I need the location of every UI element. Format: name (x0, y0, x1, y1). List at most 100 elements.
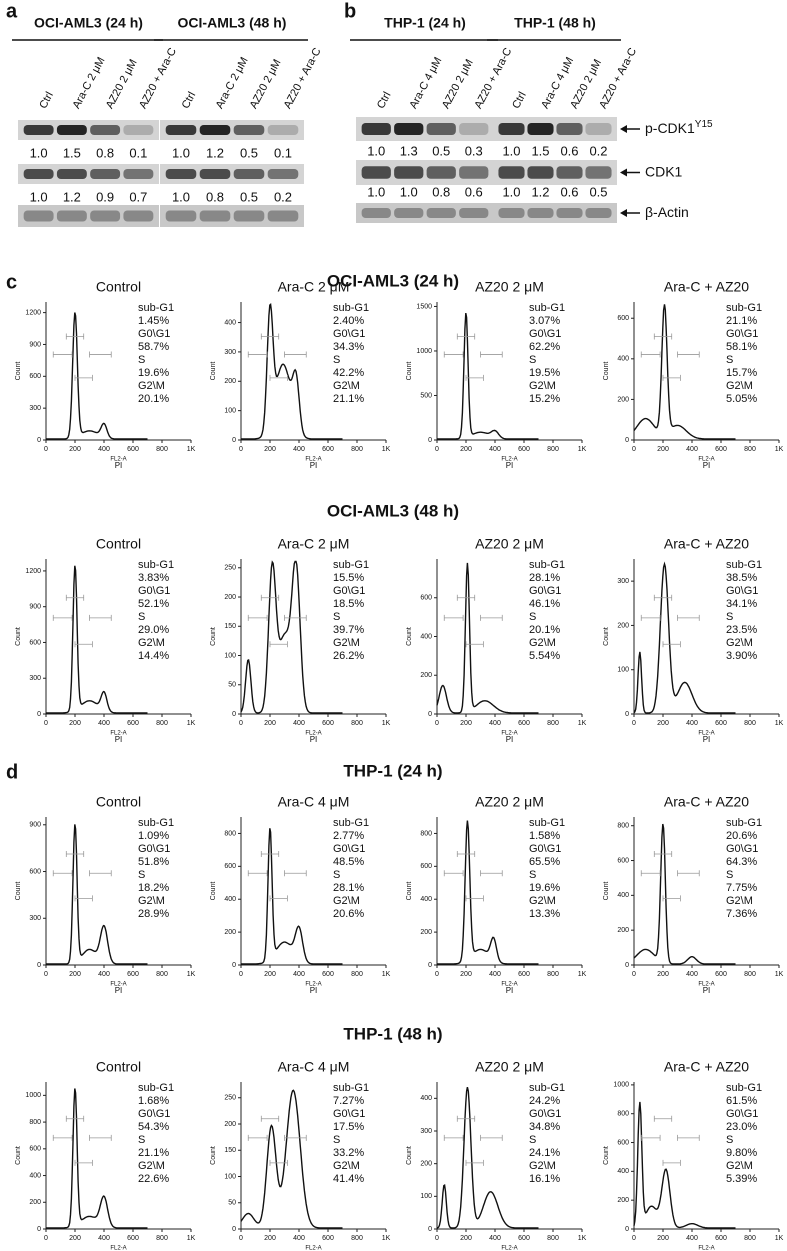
blot-membrane (160, 120, 304, 140)
blot-band (123, 125, 154, 135)
gate-marker (65, 333, 85, 340)
x-tick-label: 1K (382, 1235, 391, 1242)
x-tick-label: 600 (322, 446, 334, 453)
stat-label: G0\G1 (726, 843, 758, 855)
x-tick-label: 1K (775, 720, 784, 727)
y-tick-label: 900 (29, 341, 41, 348)
stat-value: 15.2% (529, 393, 560, 405)
gate-marker (269, 1159, 288, 1166)
y-tick-label: 100 (224, 407, 236, 414)
stat-value: 15.5% (333, 572, 364, 584)
plot-title: Ara-C + AZ20 (664, 1059, 749, 1075)
stat-value: 2.77% (333, 830, 364, 842)
band-quantification: 1.5 (63, 145, 81, 160)
blot-band (199, 125, 231, 135)
stat-value: 20.6% (333, 908, 364, 920)
stat-label: G0\G1 (138, 1108, 170, 1120)
stat-value: 46.1% (529, 598, 560, 610)
y-tick-label: 400 (29, 1172, 41, 1179)
x-tick-label: 600 (518, 1235, 530, 1242)
x-axis-label: FL2-A (110, 1246, 126, 1251)
y-axis-label: Count (406, 882, 413, 901)
y-axis-label: Count (15, 627, 22, 646)
y-tick-label: 200 (420, 1161, 432, 1168)
row-title: OCI-AML3 (48 h) (327, 501, 459, 520)
stat-value: 13.3% (529, 908, 560, 920)
x-tick-label: 800 (351, 971, 363, 978)
x-tick-label: 600 (518, 971, 530, 978)
stat-value: 14.4% (138, 650, 169, 662)
marker-label: p-CDK1Y15 (645, 119, 713, 136)
blot-band (56, 210, 87, 222)
y-tick-label: 0 (428, 711, 432, 718)
stat-value: 19.6% (529, 882, 560, 894)
panel-letter: c (6, 271, 17, 293)
band-quantification: 0.5 (240, 145, 258, 160)
gate-marker (284, 870, 307, 877)
x-tick-label: 1K (578, 720, 587, 727)
gate-marker (653, 594, 673, 601)
y-tick-label: 300 (29, 405, 41, 412)
stat-label: sub-G1 (726, 817, 762, 829)
x-axis-label: FL2-A (305, 731, 321, 737)
blot-band (267, 169, 299, 179)
group-title: THP-1 (48 h) (514, 15, 596, 31)
stat-label: S (333, 869, 340, 881)
y-axis-label: Count (210, 627, 217, 646)
stat-value: 24.1% (529, 1147, 560, 1159)
stat-value: 17.5% (333, 1121, 364, 1133)
y-tick-label: 500 (420, 392, 432, 399)
y-tick-label: 300 (617, 578, 629, 585)
lane-label: AZ20 2 μM (248, 57, 284, 110)
x-tick-label: 0 (239, 1235, 243, 1242)
band-quantification: 1.3 (400, 143, 418, 158)
y-tick-label: 800 (617, 823, 629, 830)
blot-band (498, 208, 525, 218)
histogram-curve (633, 304, 736, 440)
y-tick-label: 0 (232, 711, 236, 718)
stat-value: 54.3% (138, 1121, 169, 1133)
stat-value: 64.3% (726, 856, 757, 868)
y-tick-label: 0 (625, 1226, 629, 1233)
plot-axes (45, 302, 191, 441)
stat-label: G2\M (138, 637, 165, 649)
stat-value: 34.8% (529, 1121, 560, 1133)
gate-marker (89, 1134, 112, 1141)
x-axis-unit: PI (115, 986, 123, 995)
blot-band (56, 125, 87, 135)
stat-value: 1.58% (529, 830, 560, 842)
gate-marker (677, 1134, 700, 1141)
gate-marker (443, 870, 464, 877)
stat-value: 3.07% (529, 315, 560, 327)
x-axis-label: FL2-A (501, 1246, 517, 1251)
blot-band (199, 210, 231, 222)
x-tick-label: 1K (187, 446, 196, 453)
stat-label: S (138, 1134, 145, 1146)
stat-value: 23.0% (726, 1121, 757, 1133)
band-quantification: 1.0 (30, 189, 48, 204)
y-tick-label: 800 (29, 1119, 41, 1126)
x-tick-label: 200 (69, 971, 81, 978)
blot-membrane (356, 203, 494, 223)
y-tick-label: 600 (617, 857, 629, 864)
histogram-curve (241, 303, 343, 440)
x-axis-label: FL2-A (698, 457, 714, 463)
stat-label: S (726, 869, 733, 881)
gate-marker (74, 1159, 93, 1166)
gate-marker (247, 614, 268, 621)
gate-marker (465, 1159, 484, 1166)
y-tick-label: 600 (420, 863, 432, 870)
gate-marker (260, 1115, 280, 1122)
plot-title: Ara-C 2 μM (278, 536, 350, 552)
gate-marker (52, 614, 73, 621)
band-quantification: 0.6 (560, 184, 578, 199)
x-tick-label: 600 (127, 446, 139, 453)
y-tick-label: 1000 (25, 1092, 41, 1099)
lane-label: Ara-C 4 μM (407, 55, 444, 110)
y-tick-label: 0 (428, 437, 432, 444)
x-tick-label: 400 (98, 1235, 110, 1242)
y-tick-label: 400 (420, 633, 432, 640)
gate-marker (89, 351, 112, 358)
x-tick-label: 800 (547, 720, 559, 727)
y-tick-label: 1000 (416, 348, 432, 355)
